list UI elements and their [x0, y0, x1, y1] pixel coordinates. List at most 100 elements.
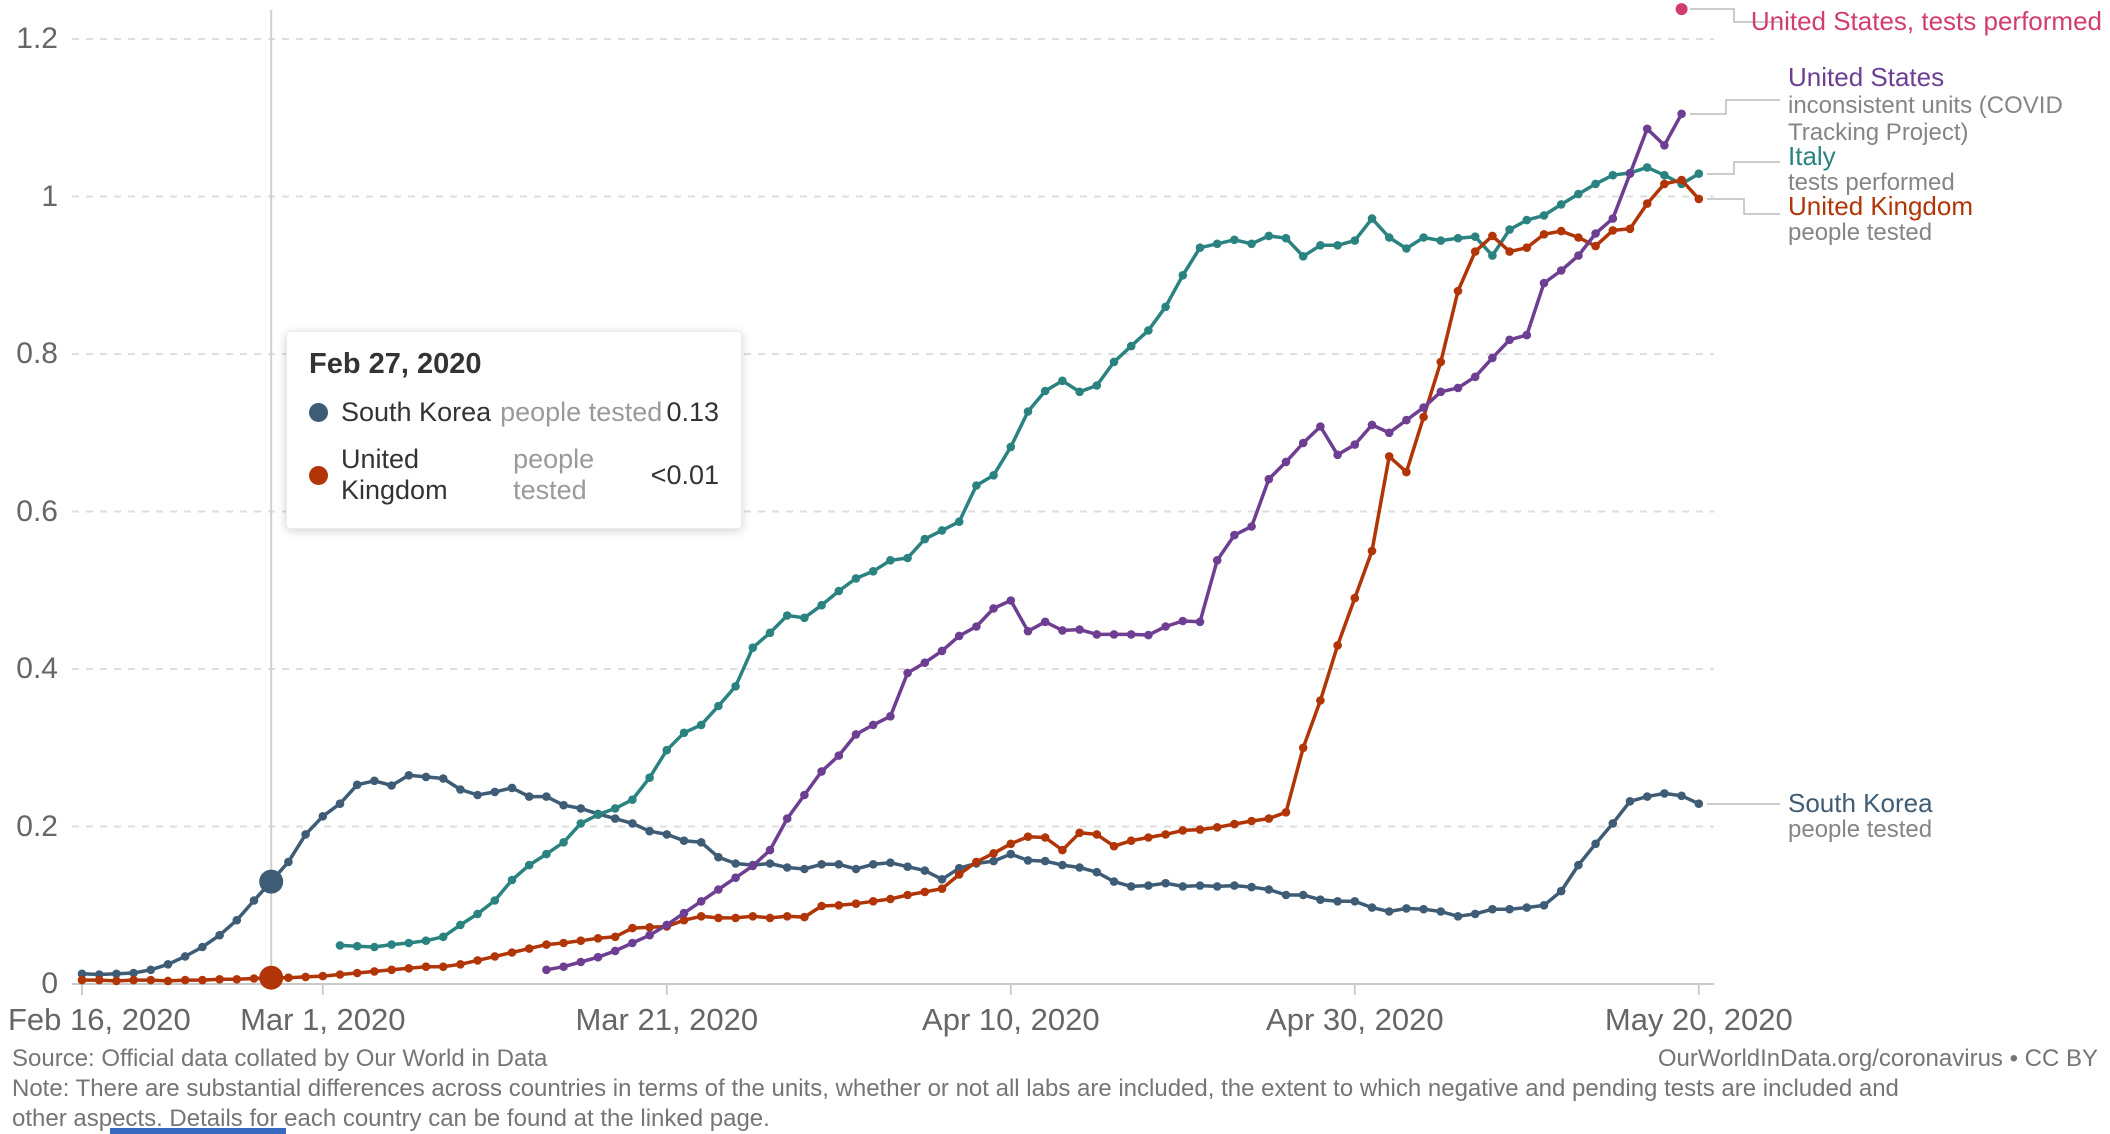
- south_korea-point[interactable]: [868, 860, 878, 869]
- south_korea-point[interactable]: [800, 864, 809, 874]
- south_korea-point[interactable]: [1247, 882, 1256, 892]
- united_states_ctp-point[interactable]: [782, 814, 792, 823]
- italy-point[interactable]: [1591, 179, 1600, 189]
- united_states_ctp-point[interactable]: [1126, 630, 1136, 639]
- south_korea-point[interactable]: [1109, 877, 1119, 886]
- south_korea-point[interactable]: [146, 965, 156, 975]
- south_korea-point[interactable]: [1436, 907, 1446, 916]
- united_kingdom-highlight-point[interactable]: [259, 965, 284, 990]
- south_korea-point[interactable]: [1230, 881, 1239, 890]
- united_kingdom-point[interactable]: [576, 936, 586, 945]
- south_korea-point[interactable]: [1677, 791, 1686, 801]
- south_korea-point[interactable]: [1522, 903, 1532, 912]
- south_korea-point[interactable]: [628, 819, 637, 828]
- south_korea-point[interactable]: [679, 836, 689, 845]
- south_korea-point[interactable]: [1574, 860, 1583, 870]
- united_kingdom-point[interactable]: [610, 932, 620, 942]
- united_states_ctp-point[interactable]: [1109, 630, 1119, 639]
- south_korea-point[interactable]: [180, 952, 190, 961]
- united_kingdom-point[interactable]: [542, 940, 551, 949]
- united_states_ctp-point[interactable]: [903, 668, 912, 678]
- united_states_ctp-point[interactable]: [834, 751, 844, 760]
- united_states_ctp-point[interactable]: [1522, 330, 1532, 340]
- south_korea-point[interactable]: [507, 783, 517, 793]
- united_kingdom-point[interactable]: [473, 956, 482, 965]
- south_korea-point[interactable]: [335, 799, 345, 808]
- footer-link[interactable]: OurWorldInData.org/coronavirus • CC BY: [1657, 1045, 2098, 1072]
- united_kingdom-point[interactable]: [438, 962, 448, 971]
- italy-point[interactable]: [748, 643, 758, 652]
- italy-point[interactable]: [559, 838, 568, 847]
- south_korea-point[interactable]: [1058, 860, 1067, 870]
- united_kingdom-point[interactable]: [1625, 224, 1635, 234]
- italy-point[interactable]: [1333, 241, 1342, 250]
- italy-point[interactable]: [1281, 233, 1291, 243]
- italy-point[interactable]: [1178, 271, 1188, 280]
- italy-point[interactable]: [1161, 302, 1170, 312]
- south_korea-point[interactable]: [1694, 799, 1704, 808]
- united_kingdom-point[interactable]: [1470, 247, 1480, 256]
- italy-point[interactable]: [1660, 170, 1669, 180]
- italy-point[interactable]: [800, 613, 809, 623]
- south_korea-point[interactable]: [886, 858, 895, 867]
- united_kingdom-point[interactable]: [937, 884, 947, 893]
- south_korea-point[interactable]: [1264, 885, 1274, 894]
- united_states_ctp-point[interactable]: [1333, 450, 1342, 460]
- united_kingdom-point[interactable]: [387, 965, 396, 975]
- south_korea-point[interactable]: [129, 968, 138, 978]
- south_korea-point[interactable]: [301, 830, 310, 839]
- south_korea-point[interactable]: [232, 915, 242, 925]
- united_states_ctp-point[interactable]: [662, 920, 672, 930]
- south_korea-point[interactable]: [1316, 895, 1325, 904]
- south_korea-point[interactable]: [576, 804, 586, 813]
- united_states_ctp-point[interactable]: [1402, 415, 1411, 425]
- south_korea-point[interactable]: [662, 830, 672, 839]
- legend-label-italy[interactable]: Italy: [1788, 141, 1836, 171]
- south_korea-point[interactable]: [438, 774, 448, 783]
- italy-point[interactable]: [456, 920, 465, 930]
- united_kingdom-point[interactable]: [112, 976, 121, 986]
- south_korea-point[interactable]: [370, 776, 379, 786]
- united_kingdom-point[interactable]: [903, 890, 912, 900]
- south_korea-point[interactable]: [473, 790, 482, 800]
- united_states_ctp-point[interactable]: [1505, 335, 1514, 345]
- united_states_ctp-point[interactable]: [1591, 229, 1600, 238]
- united_kingdom-point[interactable]: [782, 912, 792, 921]
- italy-point[interactable]: [1539, 211, 1549, 220]
- south_korea-point[interactable]: [352, 780, 362, 790]
- united_states_ctp-point[interactable]: [1161, 622, 1170, 631]
- italy-point[interactable]: [404, 938, 414, 948]
- united_states_ctp-point[interactable]: [817, 767, 826, 776]
- south_korea-point[interactable]: [1092, 867, 1102, 877]
- italy-point[interactable]: [1247, 239, 1256, 249]
- south_korea-point[interactable]: [817, 860, 826, 869]
- south_korea-point[interactable]: [610, 814, 620, 823]
- italy-point[interactable]: [920, 534, 930, 544]
- italy-point[interactable]: [1075, 387, 1084, 397]
- italy-point[interactable]: [1144, 326, 1153, 335]
- south_korea-point[interactable]: [1608, 819, 1618, 828]
- italy-point[interactable]: [765, 628, 775, 638]
- italy-point[interactable]: [1453, 233, 1463, 243]
- united_states_ctp-point[interactable]: [1247, 522, 1256, 531]
- united_kingdom-point[interactable]: [800, 912, 809, 922]
- united_kingdom-point[interactable]: [1092, 830, 1102, 839]
- united_kingdom-point[interactable]: [1316, 696, 1325, 705]
- united_kingdom-point[interactable]: [370, 967, 379, 976]
- united_kingdom-point[interactable]: [198, 975, 207, 985]
- united_kingdom-point[interactable]: [1522, 243, 1532, 252]
- united_kingdom-point[interactable]: [886, 894, 895, 904]
- south_korea-point[interactable]: [1505, 904, 1514, 914]
- united_kingdom-point[interactable]: [1212, 823, 1222, 832]
- united_states_ctp-point[interactable]: [1419, 403, 1428, 412]
- south_korea-point[interactable]: [77, 969, 87, 979]
- italy-point[interactable]: [696, 720, 706, 730]
- south_korea-point[interactable]: [1384, 907, 1394, 916]
- united_states_ctp-point[interactable]: [1625, 169, 1635, 178]
- italy-point[interactable]: [1006, 442, 1016, 452]
- united_kingdom-point[interactable]: [1642, 199, 1652, 208]
- united_kingdom-point[interactable]: [1453, 286, 1463, 296]
- south_korea-point[interactable]: [920, 866, 930, 875]
- south_korea-point[interactable]: [318, 812, 328, 821]
- united_kingdom-point[interactable]: [1436, 357, 1446, 367]
